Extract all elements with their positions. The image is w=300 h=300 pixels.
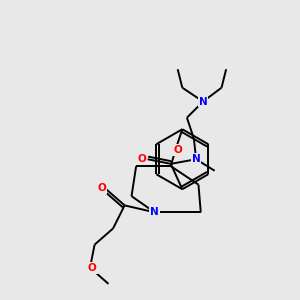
Text: N: N — [192, 154, 200, 164]
Text: O: O — [137, 154, 146, 164]
Text: O: O — [88, 263, 97, 273]
Text: O: O — [97, 183, 106, 193]
Text: N: N — [199, 97, 208, 106]
Text: N: N — [150, 207, 159, 217]
Text: O: O — [173, 145, 182, 155]
